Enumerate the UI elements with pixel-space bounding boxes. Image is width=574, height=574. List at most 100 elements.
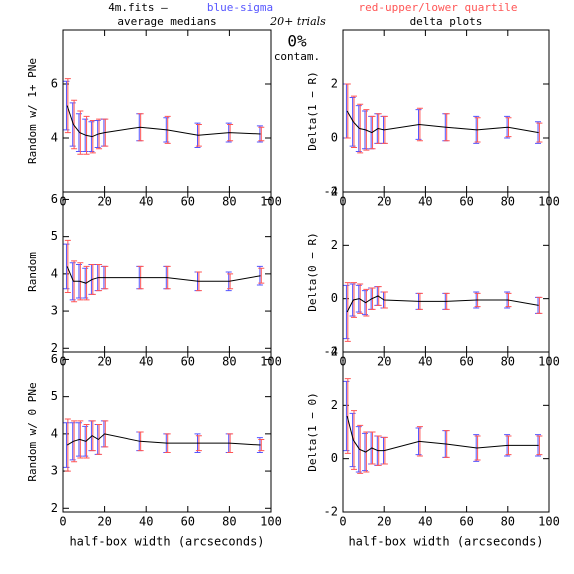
x-tick-label: 60	[459, 355, 473, 369]
median-line	[66, 105, 261, 138]
sigma-error-bar	[349, 283, 356, 317]
x-axis-label: half-box width (arcseconds)	[69, 535, 264, 549]
x-tick-label: 80	[222, 355, 236, 369]
quartile-error-bar	[71, 99, 78, 150]
y-tick-label: -2	[324, 185, 338, 199]
quartile-error-bar	[344, 282, 351, 342]
x-tick-label: 20	[97, 355, 111, 369]
contam-pct: 0%	[287, 32, 307, 51]
y-axis-label: Delta(1 − R)	[306, 71, 319, 150]
quartile-error-bar	[351, 95, 357, 148]
quartile-error-bar	[536, 435, 543, 456]
sigma-error-bar	[75, 113, 82, 152]
x-tick-label: 80	[501, 195, 515, 209]
sigma-error-bar	[343, 380, 350, 452]
quartile-error-bar	[64, 78, 71, 134]
plot-frame	[342, 29, 550, 193]
y-tick-label: 4	[331, 345, 338, 359]
y-tick-label: 0	[331, 451, 338, 465]
y-tick-label: -2	[324, 345, 338, 359]
x-tick-label: 40	[418, 195, 432, 209]
quartile-error-bar	[536, 122, 543, 143]
y-tick-label: 2	[51, 501, 58, 515]
y-tick-label: 2	[331, 238, 338, 252]
x-tick-label: 60	[181, 195, 195, 209]
x-tick-label: 0	[59, 515, 66, 529]
median-line	[66, 433, 261, 446]
quartile-error-bar	[258, 126, 265, 142]
plot-frame	[342, 351, 550, 513]
x-tick-label: 20	[377, 195, 391, 209]
y-tick-label: 2	[331, 398, 338, 412]
panel-title: delta plots	[410, 15, 483, 28]
contam-note: contam.	[274, 50, 320, 63]
quartile-error-bar	[351, 410, 357, 470]
x-tick-label: 80	[222, 195, 236, 209]
quartile-note: red-upper/lower quartile	[359, 1, 518, 14]
x-tick-label: 40	[418, 515, 432, 529]
y-tick-label: 4	[51, 131, 58, 145]
sigma-error-bar	[63, 422, 70, 468]
x-tick-label: 0	[339, 515, 346, 529]
quartile-error-bar	[344, 378, 351, 454]
x-tick-label: 80	[501, 515, 515, 529]
median-line	[346, 415, 539, 453]
y-axis-label: Random w/ 0 PNe	[26, 382, 39, 481]
y-tick-label: 6	[51, 352, 58, 366]
y-tick-label: 4	[331, 185, 338, 199]
plot-frame	[62, 191, 272, 353]
sigma-error-bar	[63, 80, 70, 131]
x-tick-label: 40	[139, 195, 153, 209]
plot-frame	[62, 351, 272, 513]
sigma-error-bar	[355, 105, 362, 152]
x-axis-label: half-box width (arcseconds)	[348, 535, 543, 549]
quartile-error-bar	[536, 296, 543, 314]
sigma-error-bar	[343, 83, 350, 139]
quartile-error-bar	[344, 83, 351, 139]
y-tick-label: 3	[51, 304, 58, 318]
y-tick-label: 6	[51, 192, 58, 206]
x-tick-label: 80	[501, 355, 515, 369]
trials-note: 20+ trials	[269, 15, 326, 28]
x-tick-label: 60	[459, 195, 473, 209]
x-tick-label: 40	[139, 355, 153, 369]
y-tick-label: -2	[324, 505, 338, 519]
y-tick-label: 5	[51, 229, 58, 243]
sigma-error-bar	[343, 284, 350, 340]
sigma-error-bar	[69, 262, 76, 301]
quartile-error-bar	[258, 267, 265, 284]
plot-frame	[342, 191, 550, 353]
x-tick-label: 20	[97, 195, 111, 209]
y-tick-label: 5	[51, 389, 58, 403]
y-axis-label: Random w/ 1+ PNe	[26, 58, 39, 164]
y-axis-label: Delta(1 − 0)	[306, 392, 319, 471]
panel-title: average medians	[117, 15, 216, 28]
y-axis-label: Random	[26, 252, 39, 292]
x-tick-label: 100	[260, 515, 282, 529]
x-tick-label: 60	[181, 515, 195, 529]
x-tick-label: 20	[377, 515, 391, 529]
y-tick-label: 2	[331, 77, 338, 91]
sigma-error-bar	[63, 243, 70, 290]
median-line	[346, 295, 539, 313]
sigma-note: blue-sigma	[207, 1, 273, 14]
plot-frame	[62, 29, 272, 193]
y-tick-label: 3	[51, 464, 58, 478]
median-line	[346, 110, 539, 134]
median-line	[66, 266, 261, 284]
x-tick-label: 60	[459, 515, 473, 529]
x-tick-label: 20	[377, 355, 391, 369]
x-tick-label: 40	[418, 355, 432, 369]
file-label: 4m.fits –	[108, 1, 168, 14]
x-tick-label: 20	[97, 515, 111, 529]
y-tick-label: 0	[331, 131, 338, 145]
y-tick-label: 0	[331, 291, 338, 305]
quartile-error-bar	[258, 438, 265, 452]
quartile-error-bar	[64, 239, 71, 293]
y-tick-label: 6	[51, 77, 58, 91]
y-tick-label: 4	[51, 426, 58, 440]
x-tick-label: 80	[222, 515, 236, 529]
x-tick-label: 100	[538, 515, 560, 529]
sigma-error-bar	[349, 412, 356, 468]
